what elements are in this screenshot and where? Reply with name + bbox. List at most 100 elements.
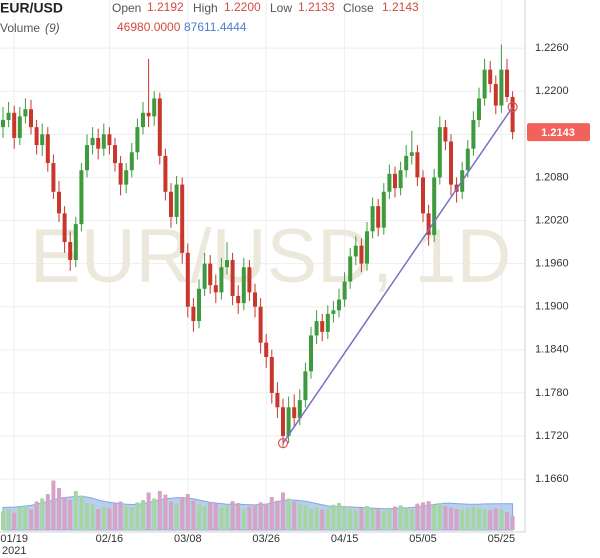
volume-bar bbox=[141, 500, 145, 530]
candle-body bbox=[443, 127, 448, 142]
candle-body bbox=[376, 206, 381, 228]
candle-body bbox=[269, 357, 274, 393]
candle-body bbox=[230, 260, 235, 296]
volume-bar bbox=[90, 504, 95, 530]
x-tick-label: 05/25 bbox=[488, 533, 516, 545]
candle-body bbox=[124, 170, 129, 185]
volume-bar bbox=[163, 494, 168, 530]
volume-bar bbox=[45, 494, 50, 530]
candle-body bbox=[152, 98, 157, 117]
volume-bar bbox=[292, 501, 297, 530]
volume-bar bbox=[23, 506, 28, 530]
candle-body bbox=[197, 288, 201, 322]
candle-body bbox=[129, 152, 134, 171]
candle-body bbox=[208, 263, 213, 286]
candle-body bbox=[45, 134, 50, 164]
volume-bar bbox=[365, 506, 369, 530]
volume-bar bbox=[505, 512, 509, 530]
volume-bar bbox=[101, 506, 106, 530]
volume-bar bbox=[180, 497, 185, 530]
volume-bar bbox=[230, 501, 235, 530]
volume-bar bbox=[118, 501, 123, 530]
volume-bar bbox=[471, 506, 476, 530]
volume-bar bbox=[264, 503, 269, 530]
candle-body bbox=[387, 173, 392, 192]
volume-bar bbox=[197, 504, 201, 530]
volume-bar bbox=[253, 504, 257, 530]
candle-body bbox=[331, 310, 336, 314]
volume-bar bbox=[113, 503, 117, 530]
volume-bar bbox=[342, 506, 347, 530]
candle-body bbox=[393, 173, 397, 189]
candle-body bbox=[62, 213, 67, 243]
candle-body bbox=[409, 152, 414, 156]
candle-body bbox=[247, 267, 252, 293]
candle-body bbox=[219, 267, 224, 293]
close-value: 1.2143 bbox=[382, 0, 419, 14]
volume-bar bbox=[258, 502, 263, 530]
volume-bar bbox=[73, 491, 78, 530]
volume-bar bbox=[202, 506, 207, 530]
candle-body bbox=[477, 98, 481, 120]
year-label: 2021 bbox=[2, 545, 26, 557]
volume-bar bbox=[96, 509, 101, 530]
candle-body bbox=[12, 112, 17, 138]
candle-body bbox=[370, 206, 375, 232]
volume-bar bbox=[174, 503, 179, 530]
y-tick-label: 1.1840 bbox=[535, 344, 569, 356]
volume-bar bbox=[275, 500, 280, 530]
candle-body bbox=[348, 256, 353, 282]
marks bbox=[1, 44, 518, 531]
volume-bar bbox=[477, 507, 481, 530]
x-tick-label: 03/08 bbox=[174, 533, 202, 545]
y-tick-label: 1.2200 bbox=[535, 85, 569, 97]
volume-bar bbox=[157, 491, 162, 530]
y-tick-label: 1.1720 bbox=[535, 430, 569, 442]
candle-body bbox=[499, 69, 504, 106]
volume-bar bbox=[85, 503, 89, 530]
volume-bar bbox=[404, 507, 409, 530]
volume-bar bbox=[449, 507, 453, 530]
candle-body bbox=[1, 119, 5, 128]
volume-bar bbox=[286, 498, 291, 530]
candle-body bbox=[488, 69, 493, 85]
volume-bar bbox=[281, 492, 285, 530]
volume-bar bbox=[79, 495, 84, 530]
volume-bar bbox=[381, 510, 386, 530]
candle-body bbox=[365, 231, 369, 264]
high-label: High bbox=[193, 1, 218, 15]
volume-bar bbox=[236, 503, 241, 530]
volume-bar bbox=[34, 501, 39, 530]
candle-body bbox=[57, 191, 61, 214]
y-tick-label: 1.2260 bbox=[535, 42, 569, 54]
volume-bar bbox=[421, 502, 425, 530]
volume-bar bbox=[51, 480, 56, 530]
volume-bar bbox=[493, 508, 498, 530]
trendline bbox=[282, 106, 514, 444]
candle-body bbox=[505, 69, 509, 97]
volume-label: Volume bbox=[0, 21, 40, 35]
candle-body bbox=[96, 137, 101, 149]
candle-body bbox=[281, 407, 285, 437]
volume-bar bbox=[68, 500, 73, 530]
y-tick-label: 1.1780 bbox=[535, 387, 569, 399]
volume-bar bbox=[17, 507, 22, 530]
last-price-tag bbox=[527, 123, 590, 142]
candle-body bbox=[264, 342, 269, 357]
candle-body bbox=[29, 109, 33, 128]
candle-body bbox=[404, 155, 409, 171]
candle-body bbox=[432, 177, 437, 235]
volume-bar bbox=[191, 500, 196, 530]
candle-body bbox=[40, 134, 45, 146]
volume-bar bbox=[62, 497, 67, 530]
volume-bar bbox=[359, 507, 364, 530]
candle-body bbox=[202, 263, 207, 289]
volume-bar bbox=[297, 503, 302, 530]
last-price-label: 1.2143 bbox=[541, 127, 575, 139]
volume-bar bbox=[348, 509, 353, 530]
volume-bar bbox=[320, 509, 325, 530]
candle-body bbox=[90, 137, 95, 146]
volume-bar bbox=[6, 509, 11, 530]
volume-bar bbox=[124, 506, 129, 530]
